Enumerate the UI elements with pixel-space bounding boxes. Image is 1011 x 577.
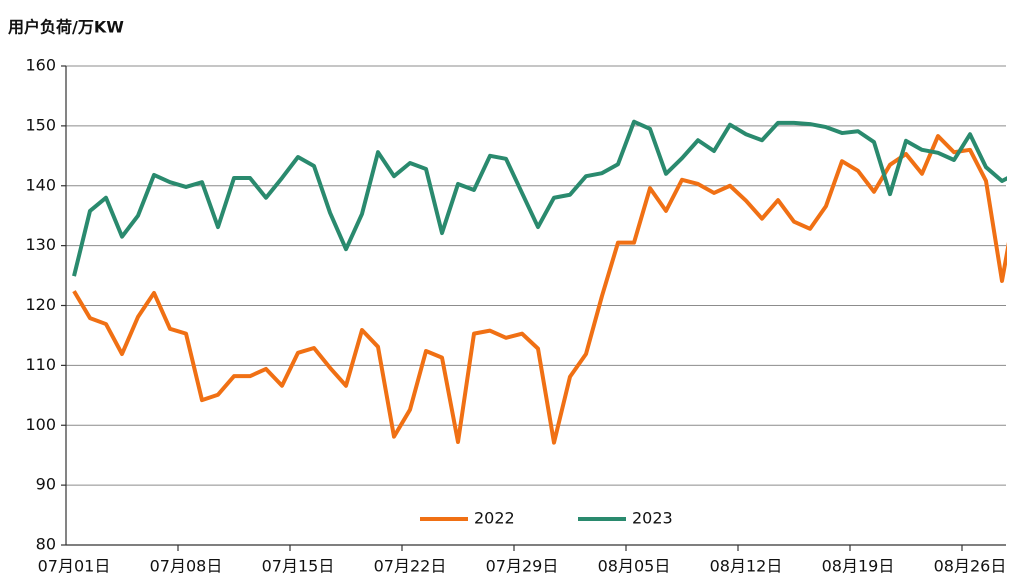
x-tick-label: 07月15日	[262, 557, 335, 576]
x-tick-label: 08月05日	[598, 557, 671, 576]
x-tick-label: 08月26日	[934, 557, 1007, 576]
x-tick-label: 08月12日	[710, 557, 783, 576]
y-tick-label: 140	[25, 175, 56, 194]
x-tick-label: 08月19日	[822, 557, 895, 576]
y-tick-label: 160	[25, 56, 56, 75]
line-series	[72, 134, 1007, 445]
y-tick-label: 110	[25, 355, 56, 374]
y-tick-label: 90	[36, 475, 56, 494]
y-axis-label: 用户负荷/万KW	[8, 18, 124, 37]
y-tick-label: 120	[25, 295, 56, 314]
y-tick-label: 150	[25, 115, 56, 134]
x-tick-label: 07月08日	[150, 557, 223, 576]
legend-label: 2023	[632, 509, 673, 528]
x-tick-label: 07月22日	[374, 557, 447, 576]
line-series	[72, 119, 1007, 277]
y-tick-label: 80	[36, 535, 56, 554]
x-tick-label: 07月01日	[38, 557, 111, 576]
y-tick-label: 100	[25, 415, 56, 434]
x-tick-label: 07月29日	[486, 557, 559, 576]
legend-label: 2022	[474, 509, 515, 528]
y-tick-label: 130	[25, 235, 56, 254]
